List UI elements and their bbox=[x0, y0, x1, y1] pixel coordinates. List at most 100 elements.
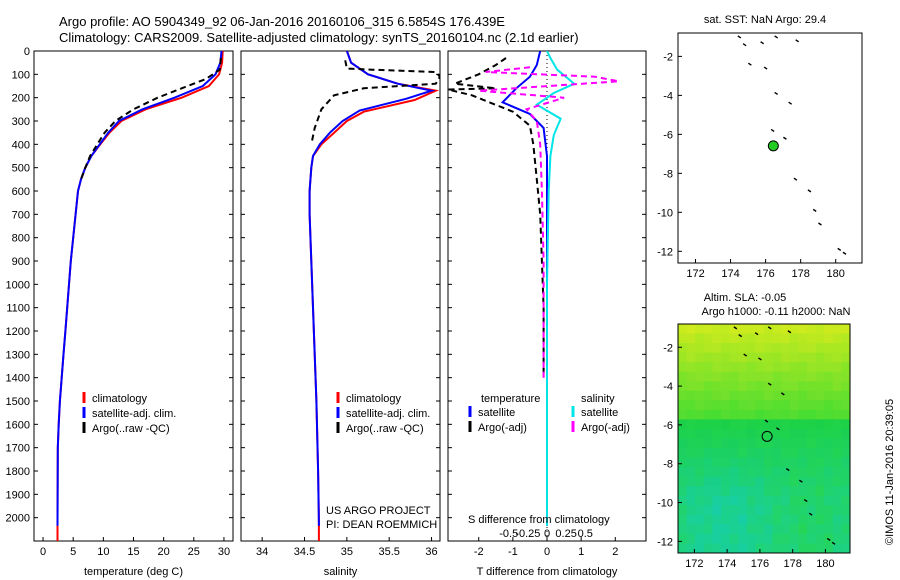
heatmap-cell bbox=[712, 381, 722, 392]
heatmap-cell bbox=[781, 457, 791, 468]
heatmap-cell bbox=[712, 400, 722, 411]
heatmap-cell bbox=[781, 400, 791, 411]
heatmap-cell bbox=[798, 390, 808, 401]
coastline-mark bbox=[770, 128, 775, 133]
heatmap-cell bbox=[721, 409, 731, 420]
heatmap-cell bbox=[841, 333, 850, 344]
y-tick-label: 300 bbox=[12, 116, 30, 128]
x-tick-label: 174 bbox=[721, 268, 739, 280]
heatmap-cell bbox=[789, 333, 799, 344]
heatmap-cell bbox=[712, 362, 722, 373]
heatmap-cell bbox=[807, 448, 817, 459]
plot-frame bbox=[677, 32, 863, 264]
heatmap-cell bbox=[789, 524, 799, 535]
heatmap-cell bbox=[798, 381, 808, 392]
coastline-mark bbox=[774, 91, 779, 96]
y-tick-label: 1500 bbox=[6, 396, 30, 408]
heatmap-cell bbox=[712, 495, 722, 506]
heatmap-cell bbox=[798, 324, 808, 335]
sla-map-subtitle: Argo h1000: -0.11 h2000: NaN bbox=[701, 306, 850, 318]
heatmap-cell bbox=[841, 409, 850, 420]
heatmap-cell bbox=[678, 467, 688, 478]
heatmap-cell bbox=[781, 371, 791, 382]
heatmap-cell bbox=[781, 533, 791, 544]
heatmap-cell bbox=[815, 448, 825, 459]
coastline-mark bbox=[826, 537, 831, 541]
heatmap-cell bbox=[764, 486, 774, 497]
coastline-mark bbox=[764, 419, 769, 423]
heatmap-cell bbox=[781, 409, 791, 420]
x-tick-label: 20 bbox=[158, 546, 170, 558]
y-tick-label: 900 bbox=[12, 256, 30, 268]
heatmap-cell bbox=[841, 371, 850, 382]
heatmap-cell bbox=[738, 429, 748, 440]
plot-frame bbox=[677, 323, 851, 554]
coastline-mark bbox=[743, 353, 748, 357]
coastline-mark bbox=[760, 41, 765, 45]
heatmap-cell bbox=[738, 343, 748, 354]
heatmap-cell bbox=[686, 505, 696, 516]
heatmap-cell bbox=[789, 371, 799, 382]
coastline-mark bbox=[763, 66, 768, 70]
x-tick-label: 172 bbox=[686, 268, 704, 280]
x-tick-label: 34 bbox=[256, 546, 268, 558]
heatmap-cell bbox=[832, 438, 842, 449]
heatmap-cell bbox=[772, 429, 782, 440]
heatmap-cell bbox=[695, 495, 705, 506]
heatmap-cell bbox=[815, 352, 825, 363]
heatmap-cell bbox=[721, 486, 731, 497]
heatmap-cell bbox=[764, 362, 774, 373]
heatmap-cell bbox=[703, 390, 713, 401]
heatmap-cell bbox=[712, 390, 722, 401]
coastline-mark bbox=[780, 392, 785, 396]
y-tick-label: -10 bbox=[657, 207, 673, 219]
heatmap-cell bbox=[798, 371, 808, 382]
x-tick-label: 180 bbox=[816, 558, 834, 570]
heatmap-cell bbox=[815, 533, 825, 544]
heatmap-cell bbox=[695, 533, 705, 544]
y-tick-label: 200 bbox=[12, 93, 30, 105]
heatmap-cell bbox=[841, 343, 850, 354]
heatmap-cell bbox=[841, 524, 850, 535]
heatmap-cell bbox=[678, 343, 688, 354]
heatmap-cell bbox=[789, 495, 799, 506]
heatmap-cell bbox=[772, 352, 782, 363]
pi-note-project: US ARGO PROJECT bbox=[326, 505, 431, 517]
x-axis-label: temperature (deg C) bbox=[84, 566, 183, 578]
heatmap-cell bbox=[815, 362, 825, 373]
heatmap-cell bbox=[798, 476, 808, 487]
series-line-climatology bbox=[56, 51, 224, 541]
x-tick-label: 10 bbox=[97, 546, 109, 558]
heatmap-cell bbox=[781, 324, 791, 335]
heatmap-cell bbox=[746, 362, 756, 373]
heatmap-cell bbox=[755, 371, 765, 382]
heatmap-cell bbox=[746, 467, 756, 478]
heatmap-cell bbox=[721, 371, 731, 382]
heatmap-cell bbox=[755, 352, 765, 363]
heatmap-cell bbox=[755, 533, 765, 544]
coastline-mark bbox=[783, 136, 787, 140]
heatmap-cell bbox=[807, 505, 817, 516]
coastline-mark bbox=[842, 251, 847, 255]
heatmap-cell bbox=[721, 543, 731, 553]
heatmap-cell bbox=[841, 514, 850, 525]
heatmap-cell bbox=[746, 343, 756, 354]
heatmap-cell bbox=[755, 457, 765, 468]
heatmap-cell bbox=[703, 505, 713, 516]
y-tick-label: 400 bbox=[12, 139, 30, 151]
heatmap-cell bbox=[798, 352, 808, 363]
heatmap-cell bbox=[703, 324, 713, 335]
heatmap-cell bbox=[755, 343, 765, 354]
heatmap-cell bbox=[815, 381, 825, 392]
heatmap-cell bbox=[781, 362, 791, 373]
heatmap-cell bbox=[703, 448, 713, 459]
heatmap-cell bbox=[755, 400, 765, 411]
heatmap-cell bbox=[807, 495, 817, 506]
heatmap-cell bbox=[721, 467, 731, 478]
heatmap-cell bbox=[729, 362, 739, 373]
heatmap-cell bbox=[721, 457, 731, 468]
coastline-mark bbox=[774, 35, 779, 39]
s-diff-tick-label: 0.5 bbox=[578, 528, 593, 540]
coastline-mark bbox=[837, 247, 842, 251]
heatmap-cell bbox=[686, 438, 696, 449]
